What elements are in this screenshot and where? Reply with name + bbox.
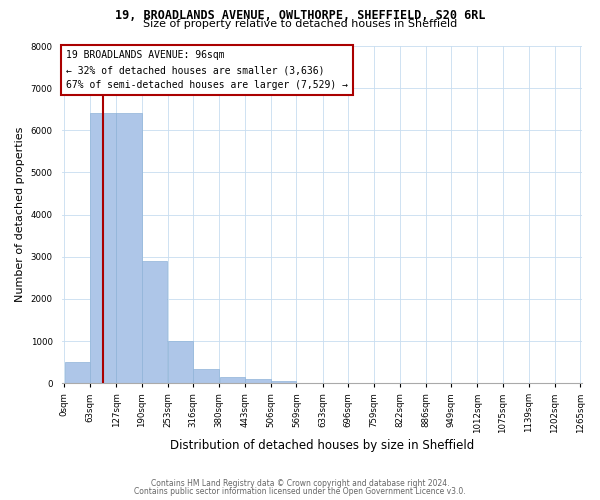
Bar <box>245 379 271 383</box>
Text: Contains HM Land Registry data © Crown copyright and database right 2024.: Contains HM Land Registry data © Crown c… <box>151 478 449 488</box>
Bar <box>168 341 193 383</box>
Text: Size of property relative to detached houses in Sheffield: Size of property relative to detached ho… <box>143 19 457 29</box>
Bar <box>90 114 116 383</box>
Bar <box>296 382 322 383</box>
Bar <box>193 369 218 383</box>
Text: 19, BROADLANDS AVENUE, OWLTHORPE, SHEFFIELD, S20 6RL: 19, BROADLANDS AVENUE, OWLTHORPE, SHEFFI… <box>115 9 485 22</box>
Bar <box>220 377 245 383</box>
X-axis label: Distribution of detached houses by size in Sheffield: Distribution of detached houses by size … <box>170 440 475 452</box>
Text: 19 BROADLANDS AVENUE: 96sqm
← 32% of detached houses are smaller (3,636)
67% of : 19 BROADLANDS AVENUE: 96sqm ← 32% of det… <box>67 50 349 90</box>
Y-axis label: Number of detached properties: Number of detached properties <box>15 127 25 302</box>
Bar <box>271 380 296 383</box>
Text: Contains public sector information licensed under the Open Government Licence v3: Contains public sector information licen… <box>134 487 466 496</box>
Bar <box>116 114 142 383</box>
Bar <box>65 362 90 383</box>
Bar <box>142 261 167 383</box>
